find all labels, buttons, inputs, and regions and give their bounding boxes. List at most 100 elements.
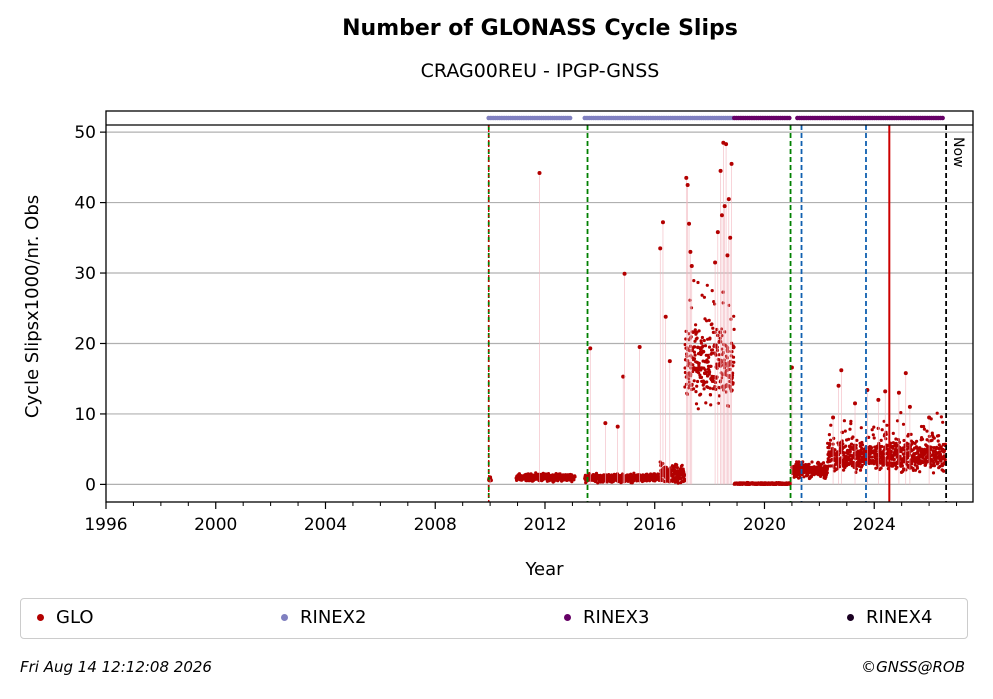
glo-point	[603, 421, 608, 426]
glo-point	[942, 454, 946, 458]
glo-point	[900, 461, 904, 465]
glo-point	[869, 446, 874, 450]
glo-point	[711, 326, 715, 330]
glo-point	[825, 471, 829, 475]
glo-point	[713, 302, 717, 306]
glo-point	[854, 443, 858, 447]
legend-label-rinex3: RINEX3	[583, 607, 650, 628]
glo-point	[935, 411, 939, 415]
glo-point	[828, 438, 833, 442]
glo-point	[667, 359, 672, 364]
glo-point	[806, 473, 810, 477]
glo-point	[904, 444, 908, 448]
y-tick-label: 0	[85, 475, 96, 495]
glo-point	[878, 447, 882, 451]
glo-point	[836, 383, 841, 388]
rinex-bar-rinex3	[787, 115, 792, 121]
glo-point	[840, 430, 845, 435]
glo-point	[898, 454, 902, 458]
glo-point	[937, 443, 941, 447]
glo-point	[688, 249, 693, 254]
glo-point	[705, 319, 709, 323]
glo-point	[729, 161, 734, 166]
glo-point	[895, 419, 900, 423]
glo-point	[588, 346, 593, 351]
vertical-lines-layer: Now	[487, 125, 966, 502]
y-tick-label: 40	[74, 194, 96, 214]
glo-point	[841, 442, 845, 446]
glo-point	[871, 433, 875, 437]
glo-point	[685, 354, 689, 358]
glo-point	[889, 449, 893, 453]
glo-point	[897, 440, 902, 444]
legend-item-rinex4: RINEX4	[847, 607, 932, 628]
glo-point	[913, 468, 918, 472]
glo-point	[709, 364, 713, 368]
glo-point	[844, 444, 848, 448]
plot-frame	[105, 110, 974, 503]
glo-point	[833, 448, 837, 452]
glo-point	[810, 460, 814, 464]
rinex-bar-rinex2	[567, 115, 573, 121]
glo-point	[622, 271, 627, 276]
legend-item-rinex3: RINEX3	[564, 607, 649, 628]
glo-point	[697, 329, 701, 333]
glo-point	[676, 481, 680, 485]
glo-point	[730, 350, 734, 354]
glo-point	[732, 345, 736, 349]
glo-point	[896, 390, 901, 395]
glo-point	[872, 436, 876, 440]
glo-point	[703, 344, 708, 348]
glo-point	[673, 465, 677, 469]
glo-point	[867, 435, 871, 439]
glo-point	[615, 424, 620, 429]
glo-point	[858, 468, 863, 472]
glo-point	[915, 439, 919, 443]
glo-point	[687, 221, 692, 226]
chart-subtitle: CRAG00REU - IPGP-GNSS	[420, 60, 660, 82]
glo-point	[871, 459, 876, 463]
glo-point	[860, 443, 865, 447]
glo-point	[700, 293, 704, 297]
glo-point	[936, 461, 940, 465]
footer-timestamp: Fri Aug 14 12:12:08 2026	[20, 658, 212, 676]
glo-point	[696, 407, 700, 411]
glo-point	[707, 355, 711, 359]
glo-point	[537, 170, 542, 175]
glo-point	[842, 419, 847, 423]
glo-point	[699, 375, 704, 379]
glo-point	[730, 388, 734, 392]
glo-point	[838, 465, 842, 469]
glo-point	[939, 459, 943, 463]
glo-point	[942, 469, 946, 473]
x-tick-label: 2020	[743, 515, 786, 535]
glo-point	[839, 368, 844, 373]
glo-point	[693, 353, 697, 357]
glo-point	[892, 457, 896, 462]
glo-point	[621, 374, 626, 379]
glo-point	[572, 478, 576, 482]
glo-point	[707, 318, 711, 322]
glo-point	[658, 246, 663, 251]
glo-point	[895, 465, 899, 469]
glo-point	[854, 467, 859, 471]
glo-point	[884, 437, 888, 441]
glo-point	[712, 300, 716, 304]
glo-point	[685, 182, 690, 187]
glo-point	[694, 402, 699, 406]
glo-point	[929, 445, 934, 449]
glo-point	[706, 360, 710, 364]
glo-point	[876, 397, 881, 402]
glo-point	[829, 423, 833, 427]
glo-point	[916, 449, 920, 453]
glo-point	[880, 428, 884, 432]
glo-point	[928, 451, 932, 455]
glo-point	[807, 462, 811, 466]
glo-point	[879, 438, 883, 442]
glo-point	[704, 401, 708, 405]
x-tick-label: 2012	[523, 515, 566, 535]
glo-point	[882, 419, 886, 423]
legend-marker-rinex4	[847, 614, 854, 621]
glo-point	[692, 279, 696, 283]
